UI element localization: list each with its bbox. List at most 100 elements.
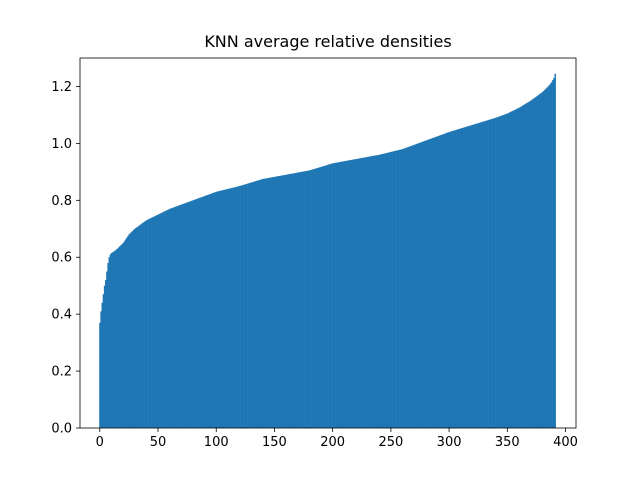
- axes-group: 0 50 100 150 200 250 300 350 400 0.0 0.2 0.4 0.6 0.8 1…: [51, 57, 578, 450]
- bar: [523, 104, 525, 429]
- bar: [495, 117, 497, 429]
- bar: [483, 121, 485, 428]
- bar: [509, 112, 511, 429]
- bar: [231, 187, 234, 428]
- bar: [110, 252, 113, 428]
- bar: [553, 77, 555, 429]
- bar: [108, 257, 110, 428]
- bar: [321, 166, 324, 428]
- chart-title: KNN average relative densities: [204, 32, 452, 51]
- bar: [184, 203, 186, 428]
- bar: [309, 170, 312, 428]
- bar: [510, 111, 512, 428]
- bar: [278, 175, 280, 428]
- bar: [291, 173, 293, 429]
- bar: [330, 163, 333, 428]
- bar: [119, 246, 121, 428]
- bar: [550, 82, 553, 428]
- bar: [315, 168, 318, 429]
- bar: [403, 148, 405, 428]
- bar: [344, 160, 347, 428]
- bar: [243, 184, 246, 428]
- bar: [136, 227, 138, 428]
- bar: [527, 102, 530, 429]
- bar: [164, 211, 166, 428]
- bar: [537, 95, 539, 428]
- bar: [491, 118, 494, 428]
- bar: [454, 130, 456, 428]
- bar: [413, 144, 416, 428]
- bar: [222, 190, 225, 428]
- bar: [519, 107, 521, 428]
- bar: [528, 101, 531, 429]
- bar: [199, 197, 201, 428]
- bar: [531, 99, 533, 428]
- bar: [376, 155, 378, 428]
- bar: [283, 175, 285, 428]
- bar: [241, 185, 243, 428]
- bar: [141, 223, 143, 428]
- bar: [174, 206, 177, 428]
- bar: [534, 97, 537, 428]
- bar: [335, 162, 338, 429]
- bar: [213, 192, 215, 428]
- bar: [342, 161, 345, 428]
- x-tick-label: 0: [96, 435, 104, 450]
- bar: [124, 239, 127, 428]
- bar: [230, 188, 233, 428]
- bar: [463, 127, 466, 428]
- bar: [276, 176, 278, 428]
- bar: [507, 112, 510, 429]
- bar: [250, 182, 253, 428]
- bar: [373, 155, 376, 428]
- bar: [328, 164, 331, 429]
- bar: [257, 180, 260, 428]
- bar: [176, 206, 178, 428]
- bar: [382, 153, 384, 429]
- bar: [106, 271, 108, 428]
- bar: [244, 184, 247, 428]
- bar: [497, 116, 499, 429]
- bar: [554, 73, 556, 429]
- bar: [207, 194, 209, 428]
- bar: [130, 232, 133, 428]
- bar: [263, 178, 265, 428]
- bar: [484, 120, 487, 428]
- bar: [445, 133, 447, 428]
- bar: [481, 122, 483, 428]
- x-tick-label: 50: [150, 435, 167, 450]
- bar: [360, 158, 362, 428]
- bar: [354, 159, 356, 428]
- bar: [548, 85, 551, 428]
- bar: [493, 118, 496, 429]
- bar: [128, 234, 130, 428]
- bar: [406, 147, 409, 428]
- bar: [438, 135, 440, 428]
- bar: [142, 222, 144, 428]
- bar: [327, 164, 329, 429]
- bar: [138, 225, 141, 428]
- bar: [114, 250, 116, 428]
- bar: [318, 167, 320, 428]
- bar: [329, 164, 332, 428]
- bar: [474, 124, 476, 429]
- bar: [157, 214, 159, 428]
- bar: [547, 86, 549, 429]
- bar: [364, 157, 367, 428]
- bar: [546, 87, 548, 428]
- bar: [530, 100, 532, 428]
- bar: [333, 163, 335, 428]
- bar: [117, 247, 120, 428]
- bar: [300, 171, 303, 429]
- bar: [293, 173, 296, 428]
- bar: [348, 160, 350, 428]
- bar: [439, 135, 441, 429]
- bar: [496, 117, 498, 428]
- bar: [201, 196, 204, 428]
- bar: [385, 153, 388, 428]
- bar: [517, 108, 519, 428]
- bar: [372, 155, 375, 428]
- bar: [314, 168, 317, 428]
- bar: [407, 146, 410, 428]
